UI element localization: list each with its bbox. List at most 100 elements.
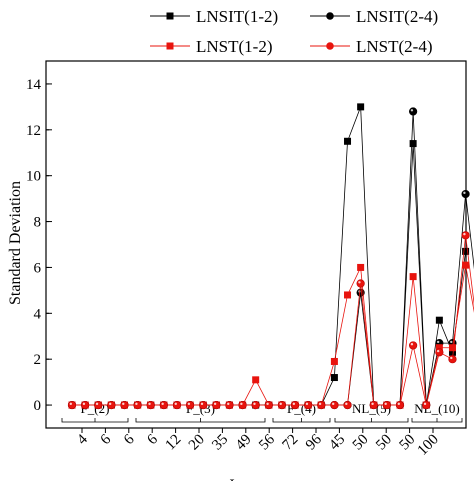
data-point: [395, 400, 405, 410]
data-point: [369, 400, 378, 410]
data-point-highlight: [82, 402, 86, 406]
data-point-highlight: [135, 402, 138, 406]
data-point-highlight: [332, 402, 335, 406]
legend-marker: [326, 42, 334, 50]
data-point: [462, 247, 470, 255]
data-point: [409, 140, 417, 148]
data-point: [277, 400, 287, 410]
data-point-highlight: [410, 109, 414, 112]
x-tick-label: 50: [350, 432, 372, 454]
data-point: [448, 344, 456, 352]
data-point: [330, 400, 339, 410]
data-point-highlight: [318, 402, 322, 406]
x-tick-label: 96: [303, 431, 325, 453]
data-point: [120, 400, 129, 410]
x-tick-label: 6: [98, 431, 115, 448]
data-point-highlight: [292, 402, 296, 406]
data-point: [435, 344, 443, 352]
legend-label: LNSIT(2-4): [356, 7, 438, 26]
series-2: [67, 107, 474, 410]
series-line: [72, 265, 474, 406]
series-4: [67, 231, 474, 410]
data-point-highlight: [161, 402, 164, 406]
data-point: [344, 137, 352, 145]
data-point: [448, 355, 457, 364]
data-point: [422, 400, 431, 410]
y-tick-label: 14: [26, 77, 42, 93]
legend: LNSIT(1-2) LNSIT(2-4) LNST(1-2) LNST(2-4): [150, 7, 438, 56]
series-3: [68, 261, 474, 409]
y-tick-label: 4: [34, 306, 42, 322]
data-point-highlight: [266, 402, 269, 406]
data-point-highlight: [122, 402, 125, 406]
data-point: [199, 400, 208, 410]
data-point: [382, 400, 391, 410]
data-point: [435, 316, 443, 324]
x-tick-label: 56: [256, 431, 278, 453]
data-point-highlight: [148, 402, 151, 406]
data-point-highlight: [305, 402, 309, 406]
data-point-highlight: [227, 402, 230, 406]
series-layer: [67, 103, 474, 410]
x-tick-label: 72: [280, 432, 302, 454]
data-point: [225, 400, 234, 410]
axes: [45, 60, 467, 429]
data-point: [409, 273, 417, 281]
x-tick-label: 50: [397, 432, 419, 454]
data-point: [146, 400, 155, 410]
plot-frame: [45, 60, 467, 429]
data-point-highlight: [450, 356, 453, 360]
x-tick-label: 35: [209, 432, 231, 454]
legend-label: LNSIT(1-2): [196, 7, 278, 26]
data-point: [357, 263, 365, 271]
data-point-highlight: [463, 191, 466, 195]
data-point: [448, 348, 456, 356]
data-point-highlight: [463, 232, 466, 236]
data-point: [81, 400, 90, 410]
data-point: [290, 400, 300, 410]
legend-label: LNST(2-4): [356, 37, 432, 56]
data-point: [238, 400, 247, 410]
legend-item: LNSIT(1-2): [150, 7, 278, 26]
data-point: [357, 103, 365, 111]
y-ticks: 0 2 4 6 8 10 12 14: [26, 77, 52, 414]
legend-label: LNST(1-2): [196, 37, 272, 56]
y-tick-label: 12: [26, 123, 41, 139]
data-point: [435, 348, 444, 357]
data-point-highlight: [187, 402, 191, 406]
x-tick-label: 6: [144, 431, 161, 448]
group-label: NL_(10): [414, 401, 460, 416]
data-point-highlight: [423, 402, 427, 406]
data-point: [94, 400, 103, 410]
data-point-highlight: [213, 402, 217, 406]
data-point: [304, 400, 313, 410]
data-point-highlight: [253, 402, 256, 406]
legend-item: LNST(1-2): [150, 37, 272, 56]
legend-marker: [166, 12, 174, 20]
y-axis-label: Standard Deviation: [7, 181, 24, 305]
data-point: [461, 189, 470, 199]
data-point-highlight: [436, 340, 440, 344]
data-point-highlight: [69, 402, 73, 406]
data-point-highlight: [345, 402, 348, 406]
data-point-highlight: [436, 349, 440, 353]
data-point-highlight: [410, 343, 414, 346]
x-tick-label: 45: [326, 432, 348, 454]
x-tick-label: 12: [163, 432, 185, 454]
data-point: [356, 279, 365, 288]
data-point: [344, 291, 352, 299]
data-point: [107, 400, 116, 410]
data-point: [212, 400, 221, 410]
legend-marker: [326, 12, 334, 20]
data-point-highlight: [95, 402, 99, 406]
y-tick-label: 2: [34, 352, 42, 368]
data-point: [133, 400, 142, 410]
data-point: [330, 374, 338, 382]
data-point: [185, 400, 195, 410]
data-point-highlight: [174, 402, 177, 406]
y-tick-label: 10: [26, 169, 41, 185]
x-tick-label: 6: [121, 431, 138, 448]
data-point: [462, 261, 470, 269]
